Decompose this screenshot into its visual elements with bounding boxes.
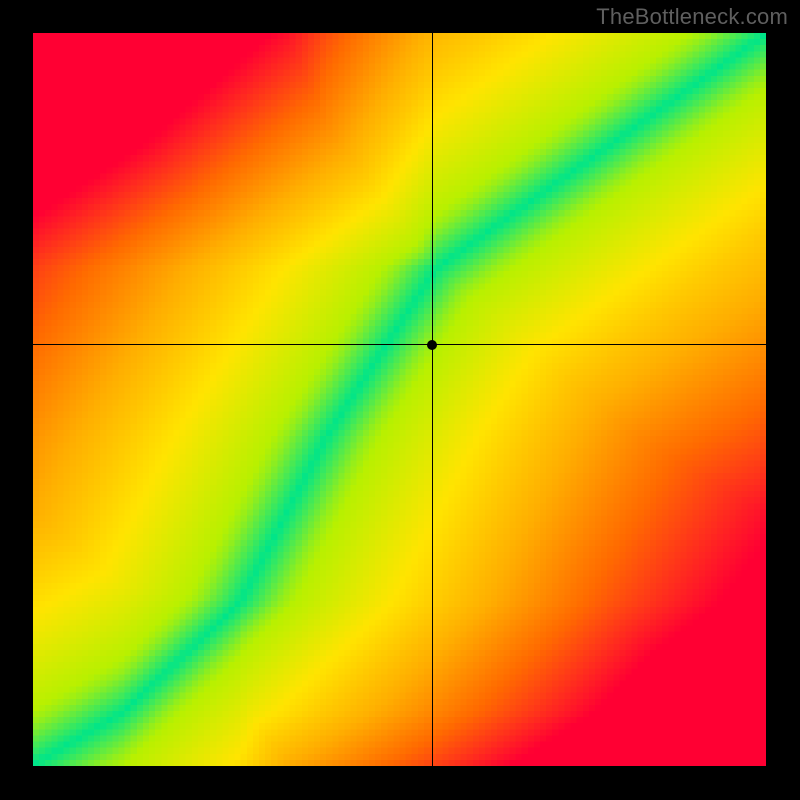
watermark-text: TheBottleneck.com	[596, 4, 788, 30]
figure-root: TheBottleneck.com	[0, 0, 800, 800]
heatmap-canvas	[33, 33, 766, 766]
